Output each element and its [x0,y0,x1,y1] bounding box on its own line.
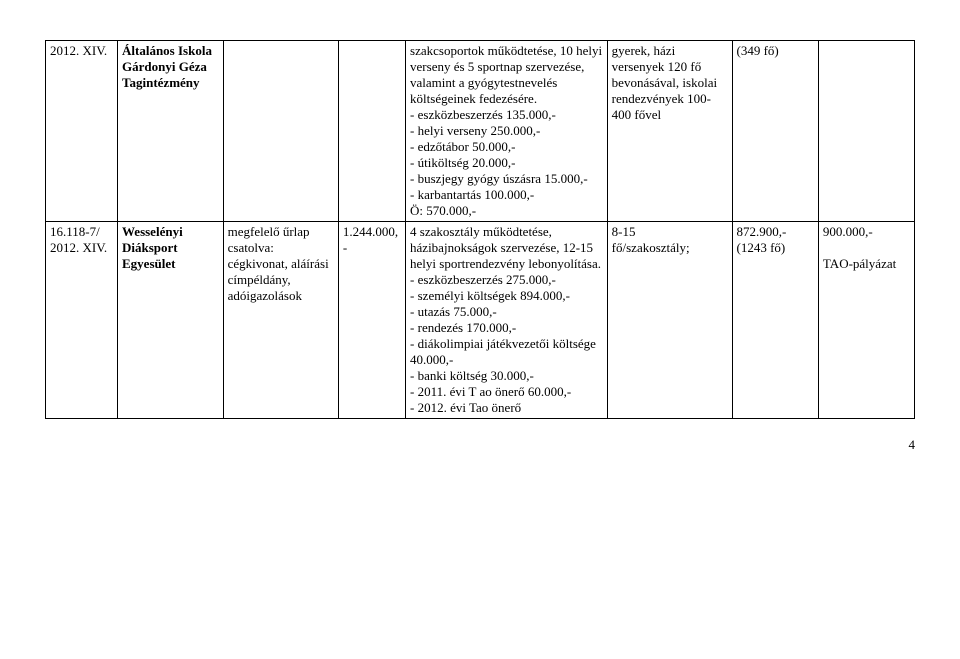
cell-org: Wesselényi Diáksport Egyesület [118,222,224,419]
cell-desc: 4 szakosztály működtetése, házibajnokság… [406,222,608,419]
cell-desc: szakcsoportok működtetése, 10 helyi vers… [406,41,608,222]
table-row: 2012. XIV. Általános Iskola Gárdonyi Géz… [46,41,915,222]
cell-ref: 16.118-7/ 2012. XIV. [46,222,118,419]
page-number: 4 [45,437,915,453]
data-table: 2012. XIV. Általános Iskola Gárdonyi Géz… [45,40,915,419]
cell-org: Általános Iskola Gárdonyi Géza Tagintézm… [118,41,224,222]
cell-count: 872.900,- (1243 fő) [732,222,818,419]
cell-ref: 2012. XIV. [46,41,118,222]
cell-participants: 8-15 fő/szakosztály; [607,222,732,419]
cell-docs [223,41,338,222]
cell-note: 900.000,- TAO-pályázat [818,222,914,419]
cell-note [818,41,914,222]
cell-amount [338,41,405,222]
table-row: 16.118-7/ 2012. XIV. Wesselényi Diákspor… [46,222,915,419]
cell-docs: megfelelő űrlap csatolva: cégkivonat, al… [223,222,338,419]
cell-amount: 1.244.000,- [338,222,405,419]
cell-count: (349 fő) [732,41,818,222]
cell-participants: gyerek, házi versenyek 120 fő bevonásáva… [607,41,732,222]
